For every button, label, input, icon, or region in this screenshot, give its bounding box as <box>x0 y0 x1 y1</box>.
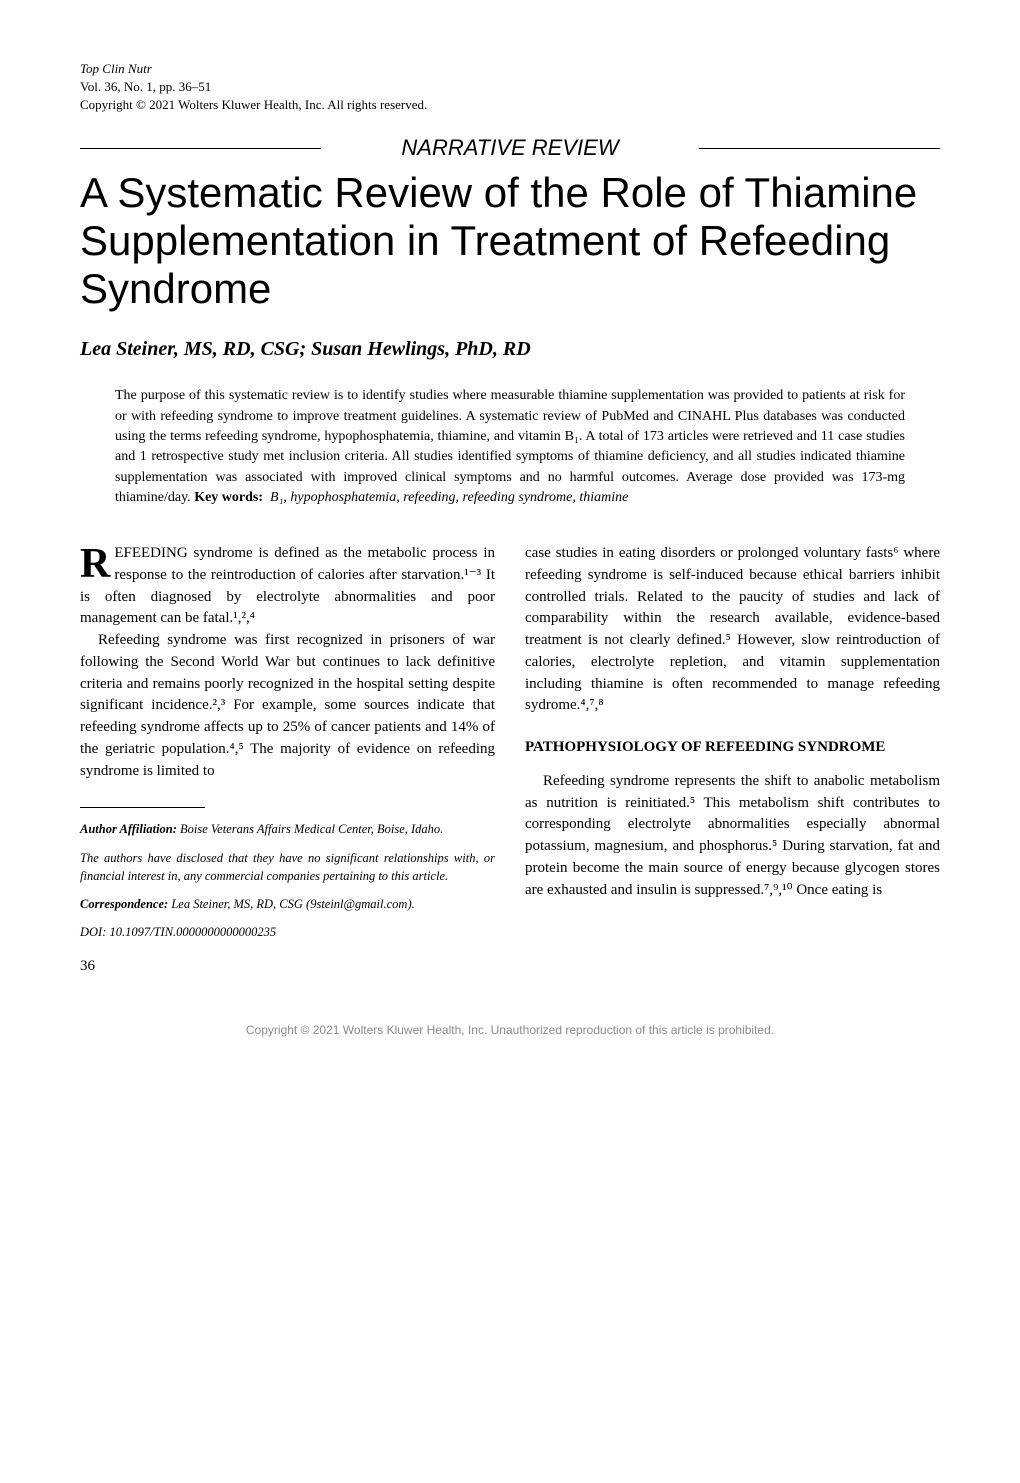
abstract: The purpose of this systematic review is… <box>115 386 905 508</box>
paragraph-1-text: EFEEDING syndrome is defined as the meta… <box>80 545 495 626</box>
correspondence: Correspondence: Lea Steiner, MS, RD, CSG… <box>80 895 495 913</box>
correspondence-text: Lea Steiner, MS, RD, CSG (9steinl@gmail.… <box>168 897 415 911</box>
author-affiliation: Author Affiliation: Boise Veterans Affai… <box>80 820 495 838</box>
footnote-separator <box>80 807 205 808</box>
page-number: 36 <box>80 956 495 978</box>
affiliation-label: Author Affiliation: <box>80 822 177 836</box>
body-paragraph-1: REFEEDING syndrome is defined as the met… <box>80 543 495 630</box>
abstract-body: The purpose of this systematic review is… <box>115 388 905 504</box>
article-title: A Systematic Review of the Role of Thiam… <box>80 169 940 314</box>
disclosure: The authors have disclosed that they hav… <box>80 849 495 885</box>
journal-header: Top Clin Nutr Vol. 36, No. 1, pp. 36–51 … <box>80 60 940 115</box>
authors: Lea Steiner, MS, RD, CSG; Susan Hewlings… <box>80 338 940 361</box>
volume-info: Vol. 36, No. 1, pp. 36–51 <box>80 78 940 96</box>
body-paragraph-3: case studies in eating disorders or prol… <box>525 543 940 717</box>
body-columns: REFEEDING syndrome is defined as the met… <box>80 543 940 978</box>
left-column: REFEEDING syndrome is defined as the met… <box>80 543 495 978</box>
section-label: NARRATIVE REVIEW <box>80 135 940 161</box>
body-paragraph-4: Refeeding syndrome represents the shift … <box>525 771 940 902</box>
keywords-terms: B₁, hypophosphatemia, refeeding, refeedi… <box>270 490 628 505</box>
journal-name: Top Clin Nutr <box>80 60 940 78</box>
affiliation-text: Boise Veterans Affairs Medical Center, B… <box>177 822 443 836</box>
correspondence-label: Correspondence: <box>80 897 168 911</box>
header-copyright: Copyright © 2021 Wolters Kluwer Health, … <box>80 96 940 114</box>
footer-copyright: Copyright © 2021 Wolters Kluwer Health, … <box>80 1023 940 1037</box>
section-heading: PATHOPHYSIOLOGY OF REFEEDING SYNDROME <box>525 737 940 759</box>
keywords-label: Key words: <box>194 490 263 505</box>
doi: DOI: 10.1097/TIN.0000000000000235 <box>80 923 495 941</box>
body-paragraph-2: Refeeding syndrome was first recognized … <box>80 630 495 782</box>
dropcap: R <box>80 543 114 583</box>
right-column: case studies in eating disorders or prol… <box>525 543 940 978</box>
